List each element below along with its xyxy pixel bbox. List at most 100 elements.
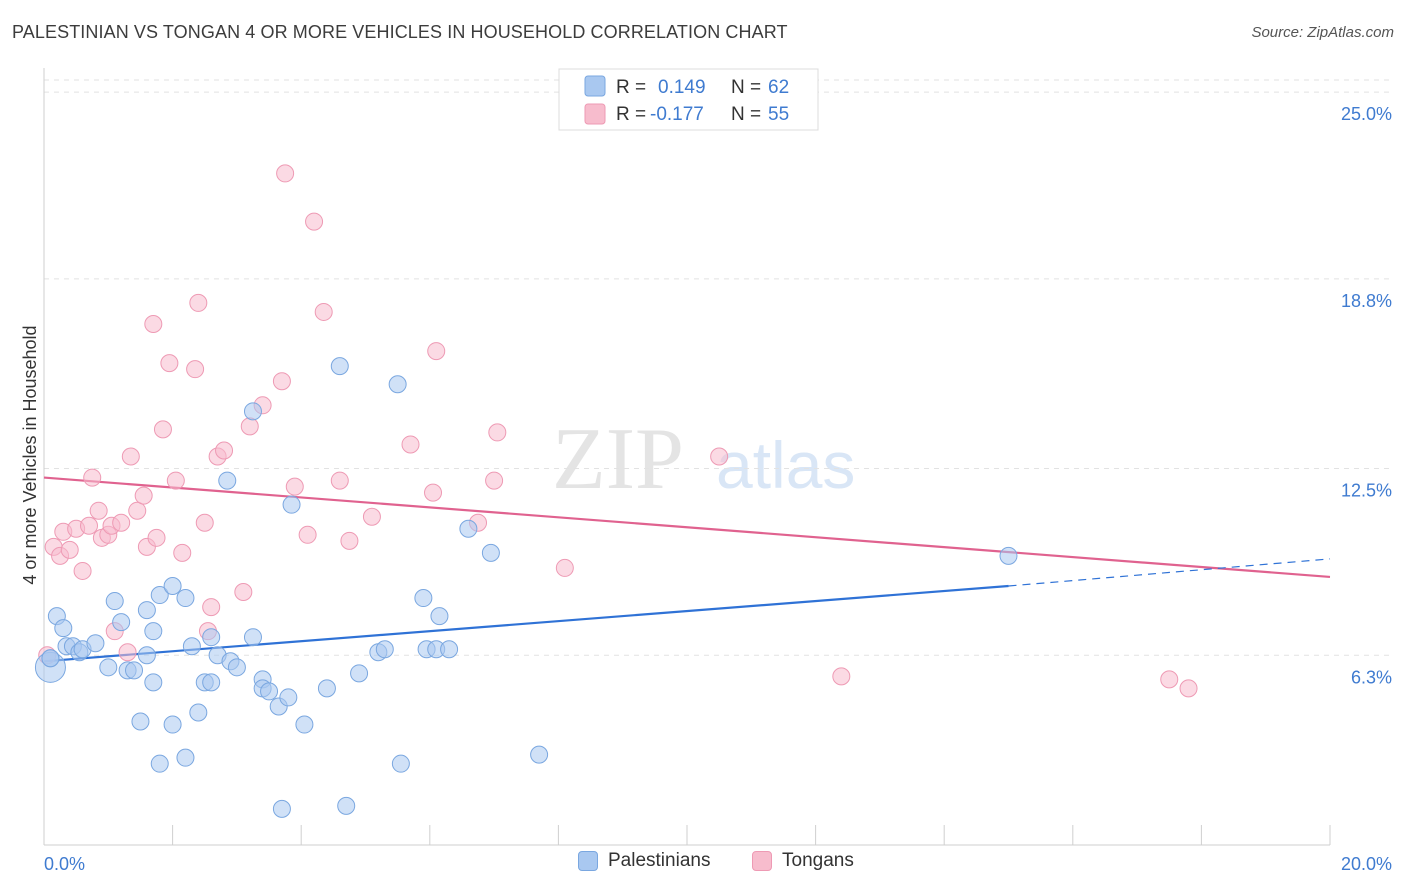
point-palestinians (218, 471, 237, 490)
point-palestinians (430, 607, 449, 626)
trend-palestinians (43, 558, 1331, 663)
legend-label-tongans: Tongans (782, 850, 854, 871)
chart-title: PALESTINIAN VS TONGAN 4 OR MORE VEHICLES… (12, 22, 788, 42)
point-tongans (60, 540, 79, 559)
point-tongans (73, 561, 92, 580)
point-palestinians (202, 628, 221, 647)
legend-swatch-palestinians (578, 851, 598, 871)
point-tongans (83, 468, 102, 487)
gridlines (44, 79, 1392, 656)
y-axis-label: 4 or more Vehicles in Household (20, 325, 40, 584)
point-tongans (173, 543, 192, 562)
legend-n-value-2: 55 (768, 104, 789, 125)
point-palestinians (282, 495, 301, 514)
point-tongans (555, 558, 574, 577)
y-tick-labels: 6.3% 12.5% 18.8% 25.0% (1341, 104, 1392, 687)
point-tongans (195, 513, 214, 532)
point-palestinians (182, 637, 201, 656)
y-tick-label: 6.3% (1351, 667, 1392, 687)
legend-swatch-pink (584, 103, 606, 125)
point-tongans (186, 360, 205, 379)
point-palestinians (189, 703, 208, 722)
point-palestinians (388, 375, 407, 394)
legend-n-value-1: 62 (768, 77, 789, 98)
x-tick-labels: 0.0% 20.0% (44, 854, 1392, 874)
point-palestinians (41, 649, 60, 668)
point-palestinians (272, 799, 291, 818)
point-tongans (202, 598, 221, 617)
legend-swatch-blue (584, 75, 606, 97)
point-tongans (362, 507, 381, 526)
axes (43, 68, 1331, 846)
point-tongans (166, 471, 185, 490)
point-palestinians (150, 586, 169, 605)
point-tongans (298, 525, 317, 544)
bottom-legend: Palestinians Tongans (0, 850, 1406, 880)
point-palestinians (125, 661, 144, 680)
point-palestinians (131, 712, 150, 731)
x-tick-label-end: 20.0% (1341, 854, 1392, 874)
point-palestinians (481, 543, 500, 562)
legend-label-palestinians: Palestinians (608, 850, 711, 871)
point-tongans (160, 354, 179, 373)
stats-legend: R = 0.149 N = 62 R = -0.177 N = 55 (558, 68, 819, 131)
point-tongans (121, 447, 140, 466)
point-palestinians (54, 619, 73, 638)
point-tongans (144, 314, 163, 333)
point-palestinians (99, 658, 118, 677)
point-palestinians (144, 622, 163, 641)
points-tongans (38, 164, 1198, 698)
point-palestinians (530, 745, 549, 764)
legend-item-tongans: Tongans (752, 850, 854, 872)
trendline-palestinians-extension (1008, 558, 1331, 587)
legend-n-label-1: N = (731, 77, 761, 98)
point-palestinians (137, 601, 156, 620)
legend-r-value-2: -0.177 (650, 104, 704, 125)
point-tongans (832, 667, 851, 686)
point-palestinians (350, 664, 369, 683)
point-palestinians (999, 546, 1018, 565)
point-tongans (427, 342, 446, 361)
legend-item-palestinians: Palestinians (578, 850, 710, 872)
point-tongans (234, 583, 253, 602)
point-palestinians (459, 519, 478, 538)
point-palestinians (295, 715, 314, 734)
points-palestinians (34, 357, 1018, 818)
point-tongans (153, 420, 172, 439)
point-palestinians (202, 673, 221, 692)
point-palestinians (330, 357, 349, 376)
point-tongans (424, 483, 443, 502)
point-tongans (276, 164, 295, 183)
point-tongans (305, 212, 324, 231)
point-tongans (330, 471, 349, 490)
point-tongans (401, 435, 420, 454)
y-tick-label: 18.8% (1341, 291, 1392, 311)
point-palestinians (414, 589, 433, 608)
point-palestinians (243, 628, 262, 647)
point-tongans (112, 513, 131, 532)
point-palestinians (337, 796, 356, 815)
point-palestinians (150, 754, 169, 773)
point-tongans (1160, 670, 1179, 689)
point-tongans (314, 302, 333, 321)
point-tongans (80, 516, 99, 535)
point-palestinians (86, 634, 105, 653)
point-palestinians (144, 673, 163, 692)
watermark-zip: ZIP (552, 411, 684, 508)
point-palestinians (176, 589, 195, 608)
point-tongans (710, 447, 729, 466)
point-palestinians (163, 715, 182, 734)
point-palestinians (163, 577, 182, 595)
legend-swatch-tongans (752, 851, 772, 871)
trend-tongans (43, 476, 1331, 579)
legend-r-label-1: R = (616, 77, 646, 98)
point-palestinians (227, 658, 246, 677)
point-tongans (240, 417, 259, 436)
y-tick-label: 25.0% (1341, 104, 1392, 124)
point-palestinians (260, 682, 279, 701)
legend-r-value-1: 0.149 (658, 77, 706, 98)
point-palestinians (112, 613, 131, 632)
watermark-atlas: atlas (716, 428, 855, 502)
point-tongans (128, 501, 147, 520)
